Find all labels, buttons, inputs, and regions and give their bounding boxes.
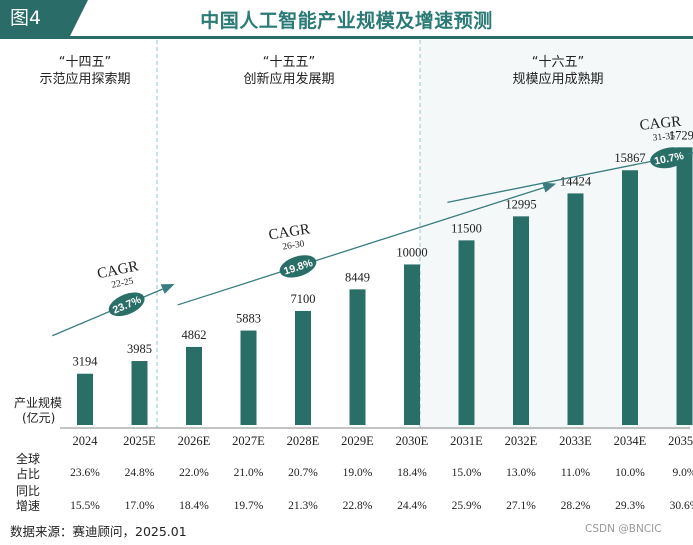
data-source: 数据来源：赛迪顾问，2025.01: [10, 524, 187, 539]
growth-label-line2: 增速: [16, 499, 41, 513]
global-share-value: 10.0%: [615, 467, 645, 479]
phase-3-header: “十六五” 规模应用成熟期: [488, 54, 628, 88]
x-tick-label: 2024: [73, 434, 99, 448]
cagr-period: 26-30: [282, 239, 306, 252]
yoy-growth-value: 15.5%: [70, 500, 100, 512]
bar-2030E: [404, 264, 420, 425]
yoy-growth-value: 27.1%: [506, 500, 536, 512]
phase-2-quote: “十五五”: [262, 55, 316, 70]
credit-watermark: CSDN @BNCIC: [585, 523, 662, 535]
phase-3-quote: “十六五”: [531, 55, 585, 70]
global-share-label: 全球 占比: [16, 452, 40, 482]
yoy-growth-value: 29.3%: [615, 500, 645, 512]
yoy-growth-value: 17.0%: [125, 500, 155, 512]
bar-value-label: 3194: [73, 355, 99, 369]
phase-1-quote: “十四五”: [58, 55, 112, 70]
bar-2031E: [458, 240, 475, 425]
bar-2029E: [349, 289, 366, 425]
cagr-label: CAGR: [639, 114, 682, 134]
cagr-badge-3: [650, 147, 688, 169]
x-tick-label: 2031E: [450, 434, 483, 448]
market-size-label: 产业规模 (亿元): [14, 396, 62, 426]
bar-value-label: 3985: [127, 342, 152, 356]
bar-2033E: [567, 193, 584, 425]
growth-label-line1: 同比: [16, 484, 41, 498]
global-share-label-line2: 占比: [16, 467, 41, 481]
x-tick-label: 2027E: [232, 434, 265, 448]
global-share-value: 21.0%: [234, 467, 264, 479]
bar-2034E: [622, 170, 638, 425]
bar-value-label: 4862: [182, 328, 207, 342]
x-tick-label: 2029E: [341, 434, 374, 448]
bar-value-label: 17295: [669, 128, 693, 142]
bar-value-label: 11500: [451, 221, 482, 235]
cagr-period: 31-35: [652, 131, 675, 143]
x-tick-label: 2028E: [287, 434, 320, 448]
x-tick-label: 2025E: [123, 434, 156, 448]
figure-label: 图4: [10, 7, 42, 29]
bar-2024: [77, 373, 93, 425]
yoy-growth-value: 30.6%: [670, 500, 693, 512]
yoy-growth-value: 22.8%: [343, 500, 373, 512]
yoy-growth-value: 21.3%: [288, 500, 318, 512]
market-size-label-line1: 产业规模: [14, 396, 63, 410]
bar-value-label: 5883: [236, 312, 261, 326]
x-tick-label: 2035E: [668, 434, 693, 448]
global-share-value: 15.0%: [452, 467, 482, 479]
phase-3-name: 规模应用成熟期: [512, 72, 604, 87]
bar-value-label: 15867: [614, 151, 645, 165]
bar-2027E: [240, 330, 257, 425]
bar-value-label: 10000: [396, 245, 427, 259]
global-share-value: 24.8%: [125, 467, 155, 479]
bar-value-label: 8449: [345, 270, 370, 284]
phase-1-name: 示范应用探索期: [39, 72, 131, 87]
market-size-label-line2: (亿元): [22, 411, 56, 425]
global-share-value: 13.0%: [506, 467, 536, 479]
global-share-value: 9.0%: [673, 467, 693, 479]
cagr-label: CAGR: [268, 221, 312, 243]
chart-title: 中国人工智能产业规模及增速预测: [200, 10, 493, 32]
phase-2-header: “十五五” 创新应用发展期: [224, 54, 354, 88]
global-share-value: 18.4%: [397, 467, 427, 479]
cagr-arrow-2: [177, 182, 557, 306]
x-tick-label: 2032E: [505, 434, 538, 448]
yoy-growth-value: 18.4%: [179, 500, 209, 512]
bar-2026E: [186, 346, 202, 425]
bar-2035E: [676, 147, 693, 426]
global-share-label-line1: 全球: [16, 452, 41, 466]
yoy-growth-value: 25.9%: [452, 500, 482, 512]
bar-value-label: 7100: [291, 292, 316, 306]
global-share-value: 19.0%: [343, 467, 373, 479]
x-tick-label: 2033E: [559, 434, 592, 448]
bar-2025E: [131, 361, 148, 425]
growth-label: 同比 增速: [16, 484, 40, 514]
x-tick-label: 2034E: [614, 434, 647, 448]
global-share-value: 23.6%: [70, 467, 100, 479]
x-tick-label: 2030E: [396, 434, 429, 448]
yoy-growth-value: 28.2%: [561, 500, 591, 512]
phase-1-header: “十四五” 示范应用探索期: [20, 54, 150, 88]
bar-2032E: [513, 216, 529, 425]
yoy-growth-value: 19.7%: [234, 500, 264, 512]
yoy-growth-value: 24.4%: [397, 500, 427, 512]
cagr-value: 10.7%: [653, 150, 685, 168]
x-tick-label: 2026E: [178, 434, 211, 448]
cagr-period: 22-25: [111, 277, 135, 291]
bar-2028E: [295, 311, 311, 425]
bar-value-label: 12995: [505, 197, 536, 211]
global-share-value: 20.7%: [288, 467, 318, 479]
global-share-value: 11.0%: [561, 467, 591, 479]
figure-label-tab: [0, 0, 88, 36]
phase-2-name: 创新应用发展期: [243, 72, 335, 87]
global-share-value: 22.0%: [179, 467, 209, 479]
header-rule: [0, 36, 693, 39]
cagr-badge-2: [279, 255, 317, 278]
cagr-badge-1: [108, 292, 145, 317]
cagr-arrow-3: [447, 152, 693, 203]
